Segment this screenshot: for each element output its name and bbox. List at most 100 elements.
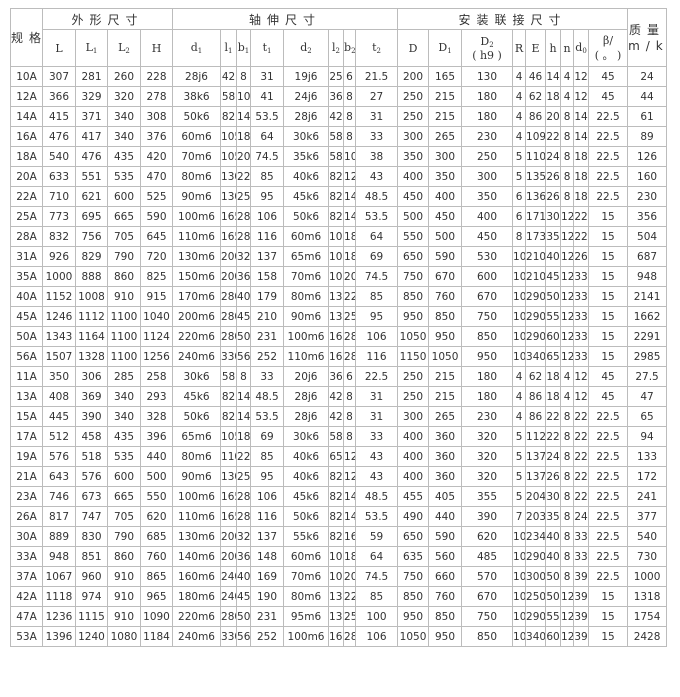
table-cell: 290 — [525, 606, 547, 627]
table-cell: 70m6 — [283, 566, 330, 587]
table-cell: 85 — [250, 446, 285, 467]
table-cell: 45 — [588, 66, 629, 87]
table-cell: 4 — [560, 86, 575, 107]
table-cell: 450 — [428, 206, 463, 227]
table-cell: 435 — [107, 426, 141, 447]
table-cell: 14 — [343, 186, 357, 207]
table-cell: 300 — [525, 566, 547, 587]
table-cell: 33 — [573, 266, 590, 287]
table-cell: 39 — [573, 566, 590, 587]
table-cell: 19j6 — [283, 66, 330, 87]
table-cell: 148 — [250, 546, 285, 567]
table-cell: 12 — [560, 266, 575, 287]
table-cell: 44 — [627, 86, 668, 107]
table-cell: 10 — [512, 606, 527, 627]
table-cell: 130 — [328, 606, 345, 627]
table-cell: 70m6 — [172, 146, 222, 167]
table-cell: 1256 — [139, 346, 174, 367]
table-cell: 400 — [397, 466, 430, 487]
table-cell: 86 — [525, 106, 547, 127]
table-cell: 15 — [588, 286, 629, 307]
table-cell: 1112 — [75, 306, 108, 327]
table-cell: 10 — [512, 626, 527, 647]
table-row: 22A71062160052590m6130259545k6821448.545… — [10, 186, 668, 207]
table-cell: 12 — [560, 246, 575, 267]
column-header-subscript: 2 — [307, 47, 312, 55]
table-cell: 1343 — [42, 326, 76, 347]
table-cell: 710 — [42, 186, 76, 207]
table-cell: 31 — [355, 406, 399, 427]
table-cell: 16 — [343, 526, 357, 547]
row-spec-cell: 16A — [10, 126, 43, 147]
table-cell: 25 — [236, 466, 252, 487]
table-cell: 1008 — [75, 286, 108, 307]
table-cell: 330 — [220, 626, 238, 647]
column-header-label: d — [190, 41, 198, 54]
table-cell: 28 — [236, 206, 252, 227]
table-cell: 12 — [560, 226, 575, 247]
table-cell: 64 — [250, 126, 285, 147]
table-cell: 300 — [397, 126, 430, 147]
table-cell: 210 — [525, 246, 547, 267]
table-cell: 773 — [42, 206, 76, 227]
table-cell: 28 — [343, 326, 357, 347]
table-cell: 12 — [573, 366, 590, 387]
column-header-label: l — [224, 41, 229, 54]
table-cell: 350 — [42, 366, 76, 387]
table-cell: 86 — [525, 406, 547, 427]
table-cell: 8 — [343, 386, 357, 407]
column-header-subscript: 1 — [244, 47, 250, 55]
table-cell: 1080 — [107, 626, 141, 647]
table-body: 10A 307 281 260 228 28j6 42 8 31 19j6 25 6 21.5 200 16… — [10, 66, 668, 647]
table-cell: 500 — [139, 466, 174, 487]
table-cell: 50 — [236, 606, 252, 627]
table-cell: 250 — [397, 366, 430, 387]
table-cell: 33 — [573, 526, 590, 547]
table-cell: 15 — [588, 206, 629, 227]
table-cell: 180 — [461, 386, 514, 407]
table-cell: 22.5 — [588, 146, 629, 167]
table-cell: 14 — [236, 386, 252, 407]
table-cell: 200m6 — [172, 306, 222, 327]
table-cell: 60m6 — [283, 546, 330, 567]
table-cell: 8 — [236, 66, 252, 87]
table-cell: 1184 — [139, 626, 174, 647]
table-cell: 43 — [355, 166, 399, 187]
table-cell: 82 — [328, 186, 345, 207]
table-cell: 89 — [627, 126, 668, 147]
table-row: 18A54047643542070m61052074.535k658103835… — [10, 146, 668, 167]
table-cell: 590 — [428, 526, 463, 547]
table-cell: 5 — [512, 426, 527, 447]
table-cell: 31 — [250, 66, 285, 87]
table-cell: 105 — [328, 546, 345, 567]
table-cell: 22 — [236, 166, 252, 187]
table-cell: 82 — [328, 166, 345, 187]
table-cell: 130 — [220, 166, 238, 187]
table-cell: 58 — [328, 426, 345, 447]
row-spec-cell: 31A — [10, 246, 43, 267]
table-cell: 137 — [250, 526, 285, 547]
table-cell: 173 — [525, 226, 547, 247]
table-cell: 22.5 — [588, 526, 629, 547]
table-cell: 22.5 — [588, 166, 629, 187]
table-cell: 20 — [343, 566, 357, 587]
table-cell: 12 — [573, 66, 590, 87]
table-row: 20A63355153547080m6130228540k68212434003… — [10, 166, 668, 187]
table-cell: 22.5 — [588, 426, 629, 447]
table-cell: 405 — [428, 486, 463, 507]
table-row: 47A123611159101090220m62805023195m613025… — [10, 606, 668, 627]
table-cell: 620 — [461, 526, 514, 547]
header-mass-label: 质量 — [629, 22, 666, 37]
table-cell: 215 — [428, 386, 463, 407]
table-cell: 33 — [355, 426, 399, 447]
table-cell: 69 — [250, 426, 285, 447]
table-cell: 48.5 — [355, 486, 399, 507]
table-cell: 705 — [107, 506, 141, 527]
table-cell: 1115 — [75, 606, 108, 627]
table-cell: 130 — [328, 586, 345, 607]
table-cell: 320 — [461, 466, 514, 487]
table-cell: 250 — [397, 106, 430, 127]
table-cell: 32 — [236, 246, 252, 267]
table-cell: 22 — [573, 426, 590, 447]
table-cell: 6 — [512, 186, 527, 207]
